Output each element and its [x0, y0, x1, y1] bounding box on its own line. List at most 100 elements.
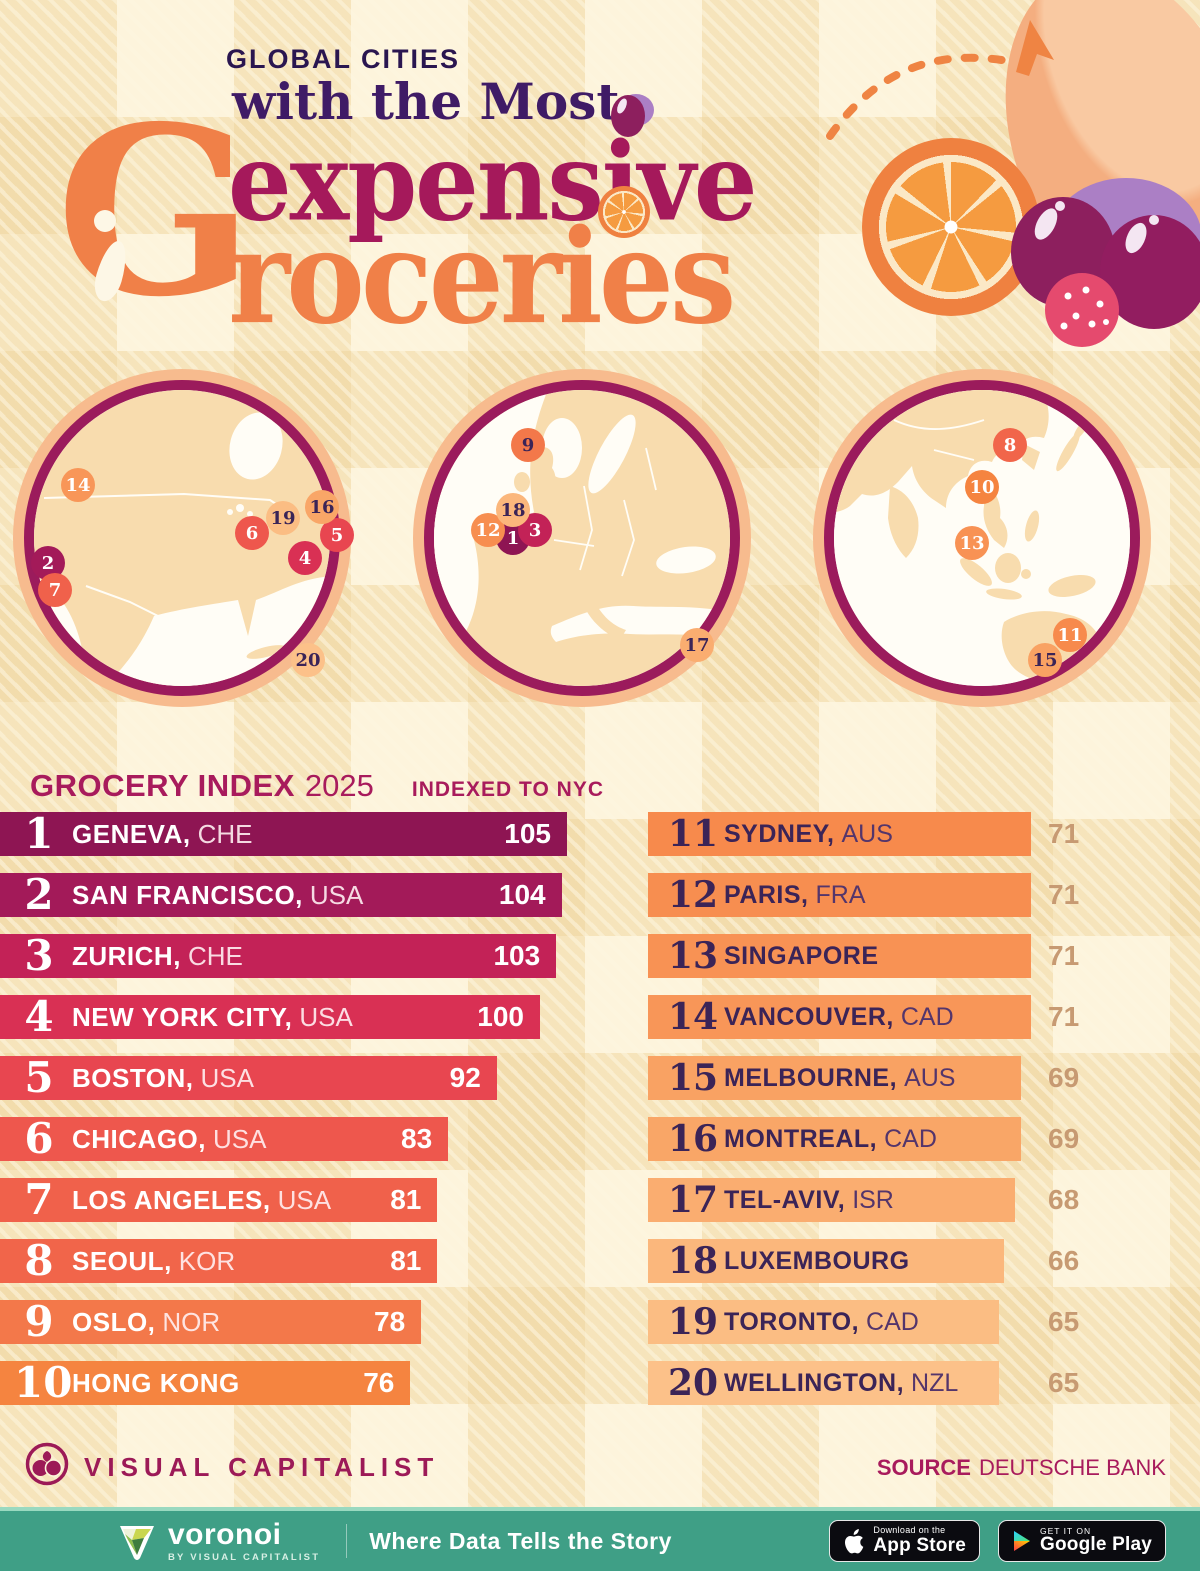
rank-number: 20 [668, 1362, 719, 1404]
index-value: 100 [477, 1001, 524, 1032]
map-marker-6: 6 [235, 516, 269, 550]
city-label: SAN FRANCISCO, [72, 879, 303, 910]
rank-bar-8: 8 SEOUL, KOR 81 [0, 1239, 438, 1283]
map-marker-11: 11 [1053, 618, 1087, 652]
plums-raspberry-icon [1011, 178, 1200, 347]
rank-number: 3 [24, 931, 54, 980]
rank-bar-1: 1 GENEVA, CHE 105 [0, 812, 567, 856]
map-marker-13: 13 [955, 526, 989, 560]
app-store-badge[interactable]: Download on the App Store [829, 1520, 980, 1562]
country-label: USA [213, 1123, 267, 1154]
map-europe: 1 3 9 12 17 18 [412, 368, 752, 708]
country-label: NOR [162, 1306, 221, 1337]
city-label: HONG KONG [72, 1367, 240, 1398]
visual-capitalist-logo-icon [25, 1442, 69, 1486]
cursor-arrow-icon [1016, 20, 1054, 76]
tagline-text: Where Data Tells the Story [369, 1527, 672, 1554]
index-value: 78 [374, 1306, 406, 1337]
bottom-brand-bar: voronoi BY VISUAL CAPITALIST Where Data … [0, 1507, 1200, 1571]
title-letter-g: G [56, 75, 255, 348]
rank-bar-9: 9 OSLO, NOR 78 [0, 1297, 422, 1346]
google-play-badge[interactable]: GET IT ON Google Play [997, 1520, 1166, 1562]
rank-number: 19 [668, 1301, 719, 1343]
rank-bar-3: 3 ZURICH, CHE 103 [0, 931, 557, 980]
google-play-big-text: Google Play [1039, 1534, 1152, 1556]
country-label: CAD [866, 1307, 919, 1336]
rank-number: 7 [24, 1175, 54, 1224]
index-value: 68 [1048, 1184, 1080, 1215]
rank-bar-6: 6 CHICAGO, USA 83 [0, 1114, 449, 1163]
voronoi-brand-block: voronoi BY VISUAL CAPITALIST [116, 1519, 320, 1563]
ranking-column-left: 1 GENEVA, CHE 105 2 SAN FRANCISCO, USA 104 3 ZURI… [0, 812, 600, 1405]
country-label: USA [309, 879, 364, 910]
index-value: 76 [363, 1367, 395, 1398]
city-label: ZURICH, [72, 940, 181, 971]
rank-number: 9 [24, 1297, 54, 1346]
city-label: MONTREAL, [724, 1124, 878, 1153]
country-label: USA [200, 1062, 254, 1093]
rank-bar-4: 4 NEW YORK CITY, USA 100 [0, 995, 540, 1039]
map-marker-9: 9 [511, 428, 545, 462]
rank-bar-16: 16 MONTREAL, CAD [648, 1117, 1021, 1161]
title-word-expensive: expensive [228, 118, 758, 246]
index-value: 65 [1048, 1306, 1080, 1337]
ranking-row-15: 15 MELBOURNE, AUS 69 [648, 1056, 1200, 1100]
rank-bar-15: 15 MELBOURNE, AUS [648, 1056, 1021, 1100]
rank-bar-18: 18 LUXEMBOURG [648, 1239, 1005, 1283]
city-label: SEOUL, [72, 1245, 172, 1276]
index-value: 69 [1048, 1123, 1080, 1154]
country-label: AUS [904, 1063, 956, 1092]
index-value: 66 [1048, 1245, 1080, 1276]
google-play-small-text: GET IT ON [1039, 1525, 1092, 1536]
rank-bar-13: 13 SINGAPORE [648, 934, 1032, 978]
ranking-row-6: 6 CHICAGO, USA 83 [0, 1117, 600, 1161]
rank-number: 10 [14, 1358, 73, 1407]
city-label: TORONTO, [724, 1307, 860, 1336]
index-value: 83 [401, 1123, 433, 1154]
country-label: USA [299, 1001, 353, 1032]
ranking-row-4: 4 NEW YORK CITY, USA 100 [0, 995, 600, 1039]
city-label: PARIS, [724, 880, 809, 909]
title-word-roceries: roceries [228, 200, 736, 353]
ranking-row-17: 17 TEL-AVIV, ISR 68 [648, 1178, 1200, 1222]
rank-bar-20: 20 WELLINGTON, NZL [648, 1361, 999, 1405]
visual-capitalist-wordmark: VISUAL CAPITALIST [84, 1452, 440, 1482]
city-label: GENEVA, [72, 818, 191, 849]
small-orange-slice-icon [598, 186, 650, 238]
map-marker-4: 4 [288, 541, 322, 575]
list-title: GROCERY INDEX [30, 768, 295, 803]
index-value: 81 [390, 1184, 422, 1215]
small-plum-icon [611, 94, 654, 137]
source-line: SOURCE DEUTSCHE BANK [877, 1455, 1166, 1481]
kicker-text: GLOBAL CITIES [226, 44, 461, 74]
city-label: SINGAPORE [724, 941, 879, 970]
city-label: OSLO, [72, 1306, 156, 1337]
country-label: CAD [900, 1002, 954, 1031]
map-marker-14: 14 [61, 468, 95, 502]
rank-number: 17 [668, 1179, 719, 1221]
ranking-row-3: 3 ZURICH, CHE 103 [0, 934, 600, 978]
country-label: AUS [841, 819, 893, 848]
ranking-row-9: 9 OSLO, NOR 78 [0, 1300, 600, 1344]
country-label: NZL [911, 1368, 959, 1397]
map-circle-americas [24, 380, 340, 696]
dashed-arrow-decoration [826, 20, 1054, 140]
voronoi-logo-icon [120, 1526, 154, 1560]
rank-bar-11: 11 SYDNEY, AUS [648, 812, 1032, 856]
vertical-divider [346, 1524, 348, 1558]
ranking-row-19: 19 TORONTO, CAD 65 [648, 1300, 1200, 1344]
country-label: KOR [178, 1245, 236, 1276]
rank-number: 14 [668, 996, 719, 1038]
index-value: 104 [498, 879, 546, 910]
ranking-row-11: 11 SYDNEY, AUS 71 [648, 812, 1200, 856]
rank-number: 2 [24, 870, 54, 919]
index-value: 69 [1048, 1062, 1080, 1093]
map-marker-16: 16 [305, 490, 339, 524]
rank-bar-10: 10 HONG KONG 76 [0, 1358, 411, 1407]
rank-number: 6 [24, 1114, 54, 1163]
ranking-row-16: 16 MONTREAL, CAD 69 [648, 1117, 1200, 1161]
rank-number: 12 [668, 874, 719, 916]
source-label: SOURCE [876, 1455, 971, 1480]
ranking-row-1: 1 GENEVA, CHE 105 [0, 812, 600, 856]
index-value: 105 [504, 818, 551, 849]
